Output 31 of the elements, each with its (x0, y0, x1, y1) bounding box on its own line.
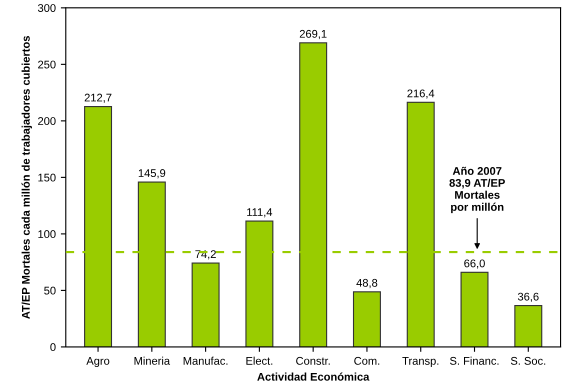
x-tick-label: Transp. (402, 357, 438, 367)
data-label: 36,6 (518, 292, 539, 302)
data-label: 66,0 (464, 259, 485, 269)
x-tick-label: Com. (354, 356, 380, 365)
y-tick-label: 50 (44, 286, 56, 295)
x-tick-label: S. Soc. (510, 356, 546, 365)
x-tick-label: Constr. (296, 356, 330, 365)
data-label: 212,7 (84, 94, 112, 103)
x-axis-title: Actividad Económica (257, 372, 370, 381)
y-tick-label: 0 (50, 343, 56, 352)
y-tick-label: 300 (38, 4, 56, 12)
data-label: 216,4 (407, 89, 434, 99)
y-tick-label: 150 (38, 174, 56, 182)
data-label: 48,8 (356, 278, 378, 288)
y-tick-label: 100 (38, 230, 56, 238)
x-tick-label: Agro (86, 357, 110, 367)
y-tick-label: 250 (38, 60, 56, 68)
bar (514, 304, 542, 347)
data-label: 269,1 (300, 30, 327, 40)
data-label: 111,4 (247, 208, 272, 218)
x-tick-label: S. Financ. (450, 356, 499, 365)
x-tick-label: Manufac. (184, 356, 228, 365)
x-tick-label: Elect. (246, 356, 272, 365)
ref-line-label: Año 2007 83,9 AT/EP Mortales por millón (449, 166, 505, 214)
data-label: 145,9 (138, 169, 166, 178)
bar (192, 262, 220, 347)
bar (352, 291, 381, 347)
y-tick-label: 200 (38, 117, 56, 125)
bar (460, 272, 489, 347)
x-tick-label: Mineria (134, 356, 170, 365)
y-axis-title: AT/EP Mortales cada millón de trabajadores cubiertos (22, 36, 32, 319)
